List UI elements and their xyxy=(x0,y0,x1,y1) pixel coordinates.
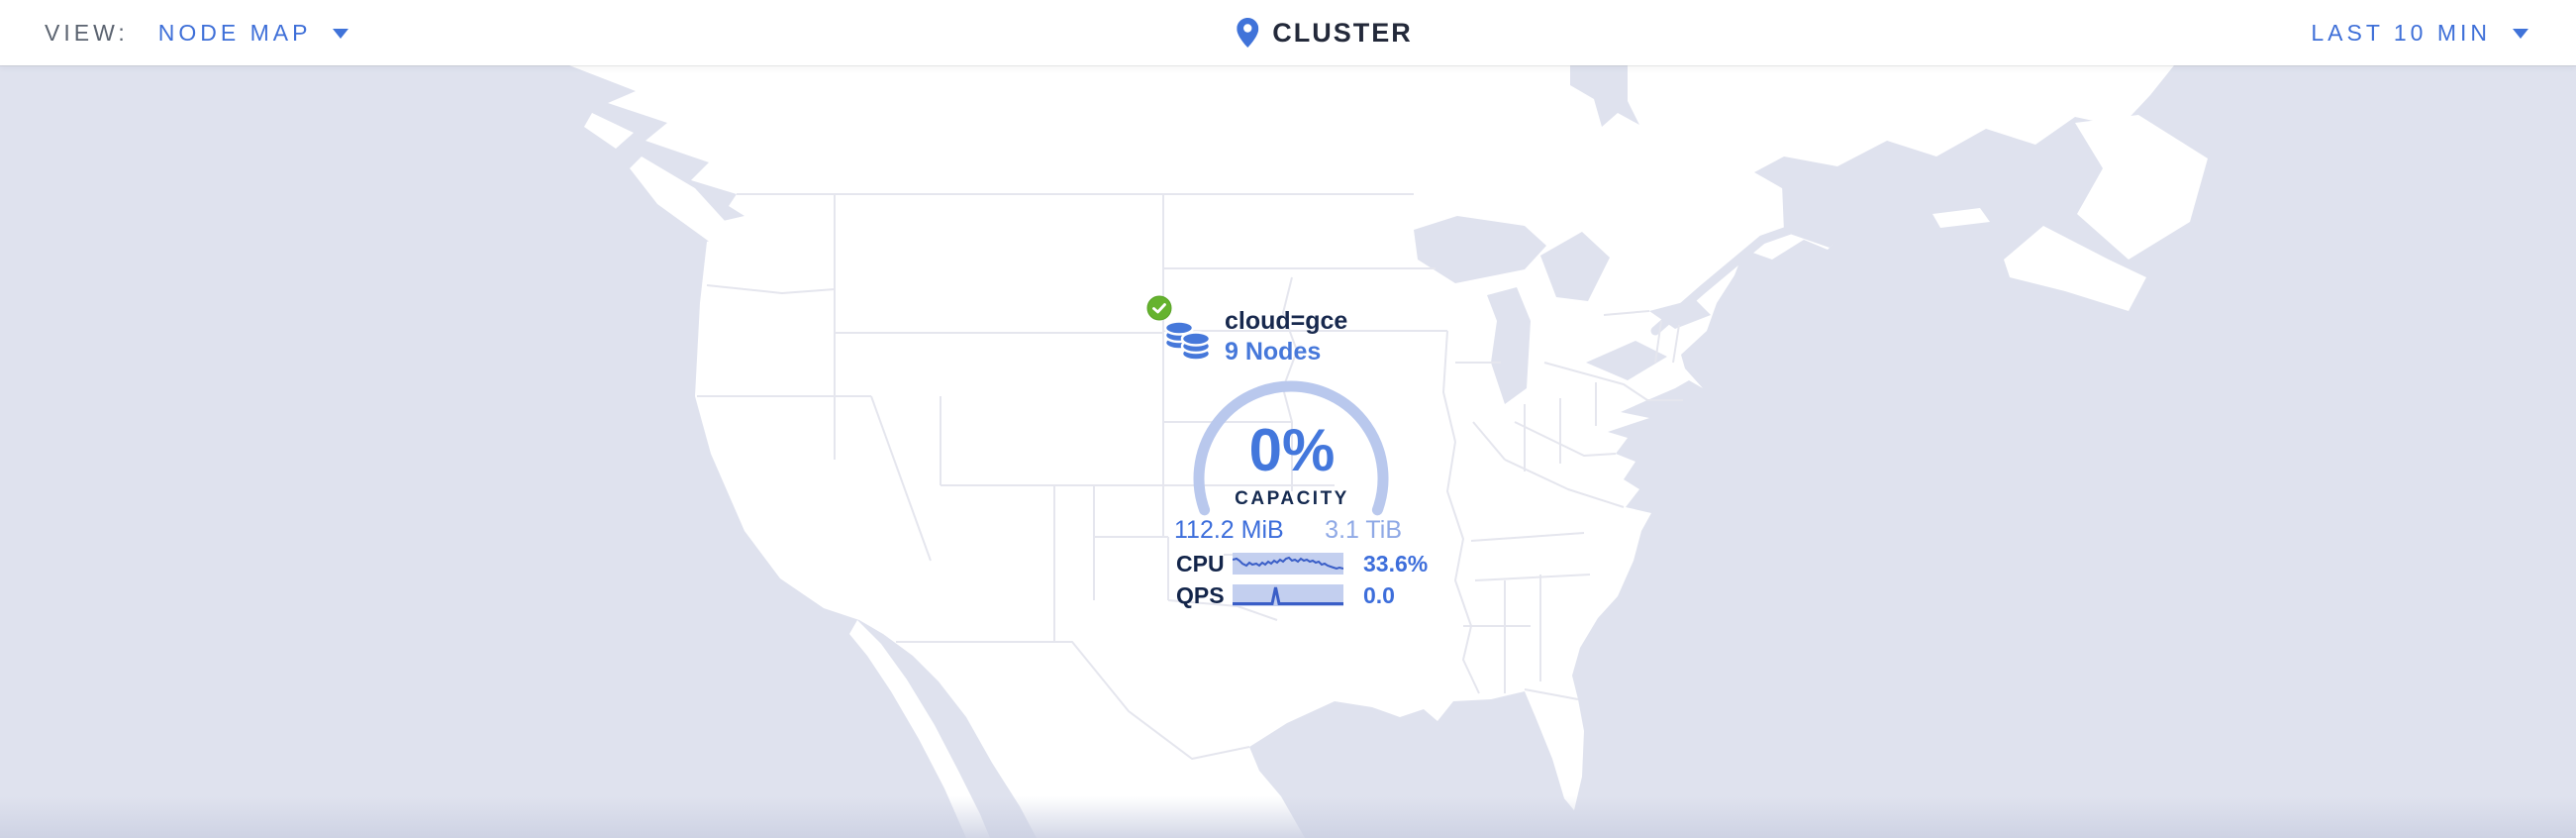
capacity-used: 112.2 MiB xyxy=(1174,516,1284,544)
north-america-map xyxy=(0,65,2576,838)
locality-label: cloud=gce xyxy=(1225,307,1348,335)
gulf-of-st-lawrence xyxy=(1782,174,1865,248)
capacity-values: 112.2 MiB 3.1 TiB xyxy=(1174,516,1402,545)
vancouver-island xyxy=(630,157,737,246)
view-dropdown[interactable]: VIEW: NODE MAP xyxy=(45,19,349,47)
qps-label: QPS xyxy=(1176,581,1225,608)
breadcrumb: CLUSTER xyxy=(1237,0,1413,65)
map-pin-icon xyxy=(1237,18,1259,48)
capacity-arc xyxy=(1193,380,1389,516)
capacity-percent: 0% xyxy=(1248,417,1336,483)
toolbar: VIEW: NODE MAP CLUSTER LAST 10 MIN xyxy=(0,0,2576,65)
capacity-label: CAPACITY xyxy=(1235,488,1349,509)
view-label: VIEW: xyxy=(45,19,129,46)
metrics-panel: CPU 33.6% QPS 0.0 xyxy=(1176,551,1434,614)
baja-peninsula xyxy=(849,620,990,838)
cluster-marker[interactable]: cloud=gce 9 Nodes xyxy=(1143,292,1440,371)
healthy-check-icon xyxy=(1146,295,1172,321)
cpu-sparkline xyxy=(1233,553,1343,575)
cpu-label: CPU xyxy=(1176,550,1225,576)
capacity-total: 3.1 TiB xyxy=(1325,516,1402,544)
maritime-islands xyxy=(1932,65,2208,311)
chevron-down-icon xyxy=(2513,29,2528,39)
cpu-value: 33.6% xyxy=(1363,550,1429,576)
qps-sparkline xyxy=(1233,584,1343,606)
chevron-down-icon xyxy=(333,29,349,39)
map-canvas xyxy=(0,65,2576,838)
great-lakes xyxy=(1414,216,1711,404)
view-value: NODE MAP xyxy=(157,19,312,46)
cpu-metric-row: CPU 33.6% xyxy=(1176,551,1434,576)
hudson-bay xyxy=(1570,65,1639,127)
continent-landmass xyxy=(569,65,2174,838)
time-range-dropdown[interactable]: LAST 10 MIN xyxy=(2311,0,2528,65)
qps-value: 0.0 xyxy=(1363,581,1395,608)
qps-metric-row: QPS 0.0 xyxy=(1176,582,1434,608)
page-title: CLUSTER xyxy=(1272,17,1413,48)
nodes-link[interactable]: 9 Nodes xyxy=(1225,338,1322,366)
coastal-islet xyxy=(584,113,634,149)
time-range-value: LAST 10 MIN xyxy=(2311,19,2491,46)
database-stack-icon xyxy=(1164,320,1212,362)
